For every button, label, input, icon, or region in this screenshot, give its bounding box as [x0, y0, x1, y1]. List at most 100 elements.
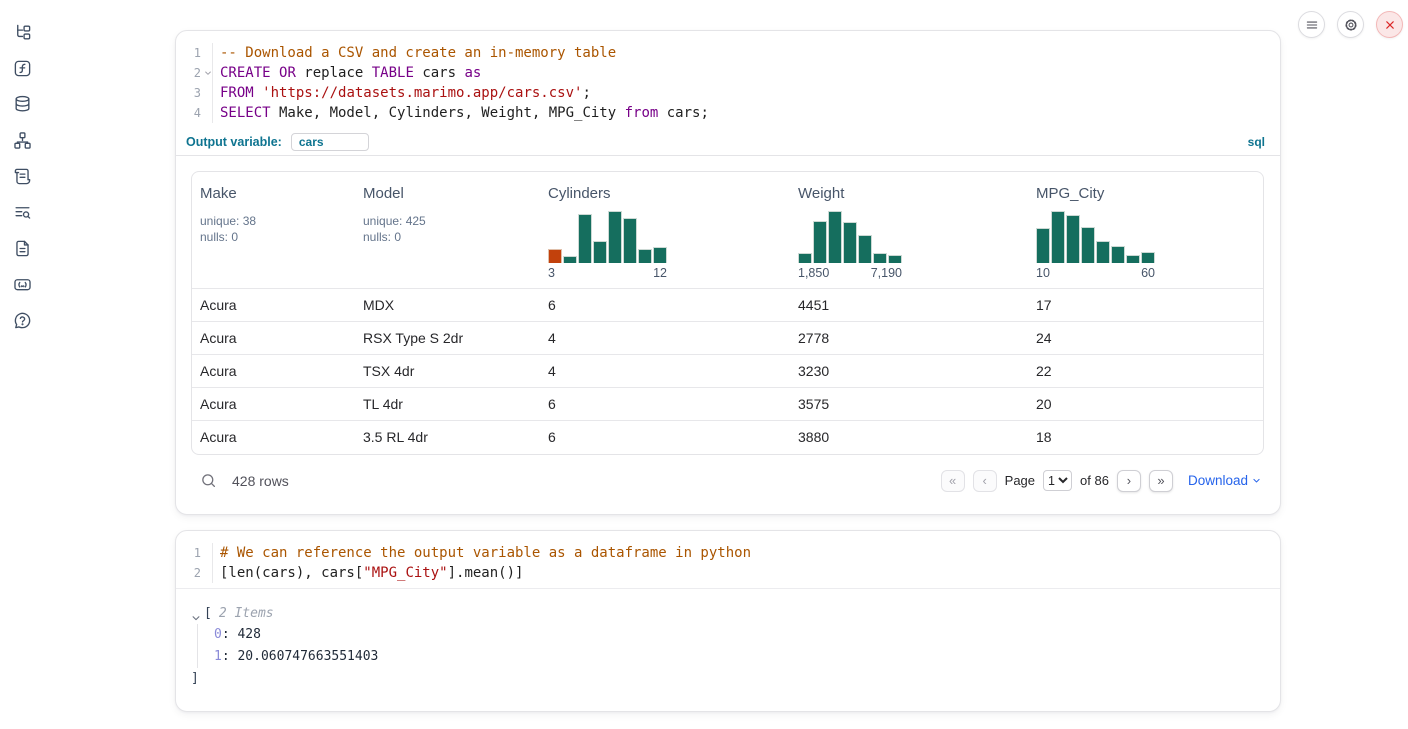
code-line[interactable]: 1 # We can reference the output variable … [176, 543, 1280, 563]
list-search-icon[interactable] [12, 202, 32, 222]
histogram-bar[interactable] [828, 211, 842, 263]
sql-code-editor[interactable]: 1 -- Download a CSV and create an in-memo… [176, 31, 1280, 128]
settings-button[interactable] [1337, 11, 1364, 38]
column-header-cylinders[interactable]: Cylinders 3 12 [540, 172, 790, 289]
histogram-bar[interactable] [1126, 255, 1140, 263]
tree-entry-value: : 20.060747663551403 [221, 649, 379, 664]
column-header-weight[interactable]: Weight 1,850 7,190 [790, 172, 1028, 289]
table-cell: 4451 [790, 288, 1028, 322]
tree-entry-key: 0 [214, 627, 222, 642]
histogram-bar[interactable] [563, 255, 577, 263]
histogram-bar[interactable] [653, 247, 667, 263]
last-page-button[interactable]: » [1148, 469, 1173, 492]
histogram-bar[interactable] [1141, 251, 1155, 263]
axis-tick-label: 1,850 [798, 266, 830, 280]
chevron-down-icon [1253, 478, 1260, 483]
table-row[interactable]: Acura 3.5 RL 4dr 6 3880 18 [192, 420, 1263, 454]
code-content: [len(cars), cars["MPG_City"].mean()] [212, 563, 523, 583]
code-content: SELECT Make, Model, Cylinders, Weight, M… [212, 103, 709, 123]
histogram-bar[interactable] [578, 213, 592, 263]
first-page-button[interactable]: « [940, 469, 965, 492]
axis-tick-label: 10 [1036, 266, 1050, 280]
histogram-bar[interactable] [843, 222, 857, 263]
sql-cell-output: Make unique: 38 nulls: 0 Model unique: 4… [176, 156, 1280, 492]
column-title: Cylinders [548, 185, 611, 202]
help-icon[interactable] [12, 310, 32, 330]
table-cell: Acura [192, 354, 355, 388]
histogram-bars [1036, 211, 1155, 263]
histogram-bar[interactable] [1036, 228, 1050, 263]
table-cell: 18 [1028, 420, 1263, 454]
next-page-button[interactable]: › [1116, 469, 1141, 492]
table-cell: 4 [540, 321, 790, 355]
line-number: 1 [193, 46, 201, 60]
search-icon[interactable] [200, 472, 217, 489]
histogram-bar[interactable] [548, 249, 562, 263]
code-line[interactable]: 2 [len(cars), cars["MPG_City"].mean()] [176, 563, 1280, 583]
histogram-bar[interactable] [593, 240, 607, 263]
histogram-bar[interactable] [1066, 214, 1080, 263]
table-row[interactable]: Acura RSX Type S 2dr 4 2778 24 [192, 321, 1263, 355]
sidebar [0, 0, 44, 729]
axis-tick-label: 12 [653, 266, 667, 280]
table-cell: 3575 [790, 387, 1028, 421]
scroll-icon[interactable] [12, 166, 32, 186]
histogram-bar[interactable] [873, 252, 887, 263]
table-row[interactable]: Acura MDX 6 4451 17 [192, 288, 1263, 322]
code-line[interactable]: 1 -- Download a CSV and create an in-memo… [176, 43, 1280, 63]
file-tree-icon[interactable] [12, 22, 32, 42]
table-row[interactable]: Acura TSX 4dr 4 3230 22 [192, 354, 1263, 388]
table-cell: 6 [540, 288, 790, 322]
dependency-graph-icon[interactable] [12, 130, 32, 150]
menu-button[interactable] [1298, 11, 1325, 38]
code-snippets-icon[interactable] [12, 274, 32, 294]
histogram-bar[interactable] [858, 234, 872, 263]
histogram-axis-labels: 10 60 [1036, 266, 1155, 280]
menu-icon [1306, 21, 1317, 28]
table-header-row: Make unique: 38 nulls: 0 Model unique: 4… [192, 172, 1263, 289]
histogram-axis-labels: 3 12 [548, 266, 667, 280]
prev-page-button[interactable]: ‹ [972, 469, 997, 492]
fold-chevron-icon[interactable] [204, 69, 212, 77]
database-icon[interactable] [12, 94, 32, 114]
output-variable-input[interactable] [290, 132, 369, 151]
page-select[interactable]: 1 [1043, 470, 1073, 491]
tree-collapse-chevron-icon[interactable] [191, 609, 201, 620]
table-cell: MDX [355, 288, 540, 322]
histogram-bar[interactable] [1051, 211, 1065, 263]
histogram-bar[interactable] [813, 221, 827, 263]
column-header-make[interactable]: Make unique: 38 nulls: 0 [192, 172, 355, 289]
download-label: Download [1187, 473, 1248, 488]
pagination: « ‹ Page 1 of 86 › » Download [940, 469, 1261, 492]
histogram-bar[interactable] [888, 255, 902, 263]
code-content: # We can reference the output variable a… [212, 543, 751, 563]
line-number: 3 [193, 86, 201, 100]
histogram-bar[interactable] [638, 249, 652, 263]
table-cell: Acura [192, 288, 355, 322]
document-icon[interactable] [12, 238, 32, 258]
shutdown-button[interactable] [1376, 11, 1403, 38]
histogram-bar[interactable] [1081, 226, 1095, 263]
python-code-editor[interactable]: 1 # We can reference the output variable … [176, 531, 1280, 589]
code-content: CREATE OR replace TABLE cars as [212, 63, 481, 83]
table-cell: 22 [1028, 354, 1263, 388]
column-header-model[interactable]: Model unique: 425 nulls: 0 [355, 172, 540, 289]
tree-entry: 1: 20.060747663551403 [214, 646, 1264, 668]
download-button[interactable]: Download [1188, 473, 1261, 488]
function-square-icon[interactable] [12, 58, 32, 78]
histogram-bar[interactable] [1111, 246, 1125, 263]
histogram-bar[interactable] [608, 211, 622, 263]
table-row[interactable]: Acura TL 4dr 6 3575 20 [192, 387, 1263, 421]
column-stats: unique: 425 nulls: 0 [363, 213, 532, 245]
histogram-bar[interactable] [1096, 240, 1110, 263]
code-line[interactable]: 3 FROM 'https://datasets.marimo.app/cars.… [176, 83, 1280, 103]
column-header-mpg-city[interactable]: MPG_City 10 60 [1028, 172, 1263, 289]
histogram-bar[interactable] [623, 218, 637, 263]
column-stats: unique: 38 nulls: 0 [200, 213, 347, 245]
column-title: Make [200, 185, 237, 202]
code-line[interactable]: 4 SELECT Make, Model, Cylinders, Weight, … [176, 103, 1280, 123]
histogram-bar[interactable] [798, 253, 812, 263]
code-line[interactable]: 2 CREATE OR replace TABLE cars as [176, 63, 1280, 83]
stat-nulls: nulls: 0 [200, 230, 239, 244]
table-cell: 6 [540, 387, 790, 421]
